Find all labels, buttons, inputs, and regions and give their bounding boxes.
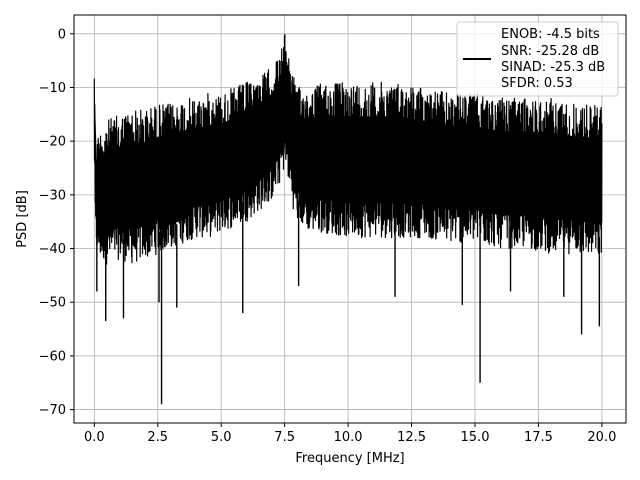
y-tick-label: −60 [39,349,66,364]
x-tick-label: 5.0 [211,430,232,445]
legend-enob: ENOB: -4.5 bits [501,27,600,42]
legend-sinad: SINAD: -25.3 dB [501,60,605,75]
y-tick-label: −40 [39,242,66,257]
x-tick-label: 17.5 [524,430,553,445]
legend-sfdr: SFDR: 0.53 [501,76,573,91]
y-tick-label: −70 [39,403,66,418]
legend-box [456,21,619,97]
x-tick-label: 0.0 [84,430,105,445]
series-layer [93,34,603,405]
y-tick-label: −20 [39,135,66,150]
x-axis: 0.0 2.5 5.0 7.5 10.0 12.5 15.0 17.5 20.0 [84,423,616,445]
y-axis: 0 −10 −20 −30 −40 −50 −60 −70 [39,27,74,418]
y-tick-label: −30 [39,188,66,203]
y-axis-label: PSD [dB] [15,190,30,248]
y-tick-label: 0 [58,27,66,42]
x-tick-label: 7.5 [274,430,295,445]
y-tick-label: −10 [39,81,66,96]
plot-frame [73,14,627,424]
psd-series-core [94,63,602,233]
x-tick-label: 15.0 [461,430,490,445]
x-tick-label: 20.0 [587,430,616,445]
legend: ENOB: -4.5 bits SNR: -25.28 dB SINAD: -2… [456,21,619,97]
x-tick-label: 2.5 [147,430,168,445]
legend-snr: SNR: -25.28 dB [501,44,599,59]
x-tick-label: 12.5 [397,430,426,445]
x-tick-label: 10.0 [334,430,363,445]
x-axis-label: Frequency [MHz] [295,451,404,466]
y-tick-label: −50 [39,296,66,311]
